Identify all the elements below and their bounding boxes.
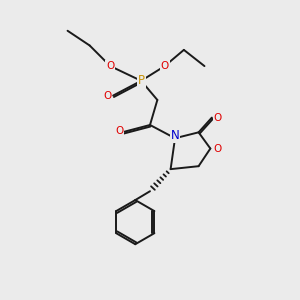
Text: O: O bbox=[214, 143, 222, 154]
Text: O: O bbox=[115, 126, 123, 136]
Text: N: N bbox=[171, 129, 179, 142]
Text: O: O bbox=[106, 61, 114, 71]
Text: O: O bbox=[214, 112, 222, 123]
Text: P: P bbox=[138, 74, 145, 87]
Text: O: O bbox=[160, 61, 169, 71]
Text: O: O bbox=[103, 91, 111, 100]
